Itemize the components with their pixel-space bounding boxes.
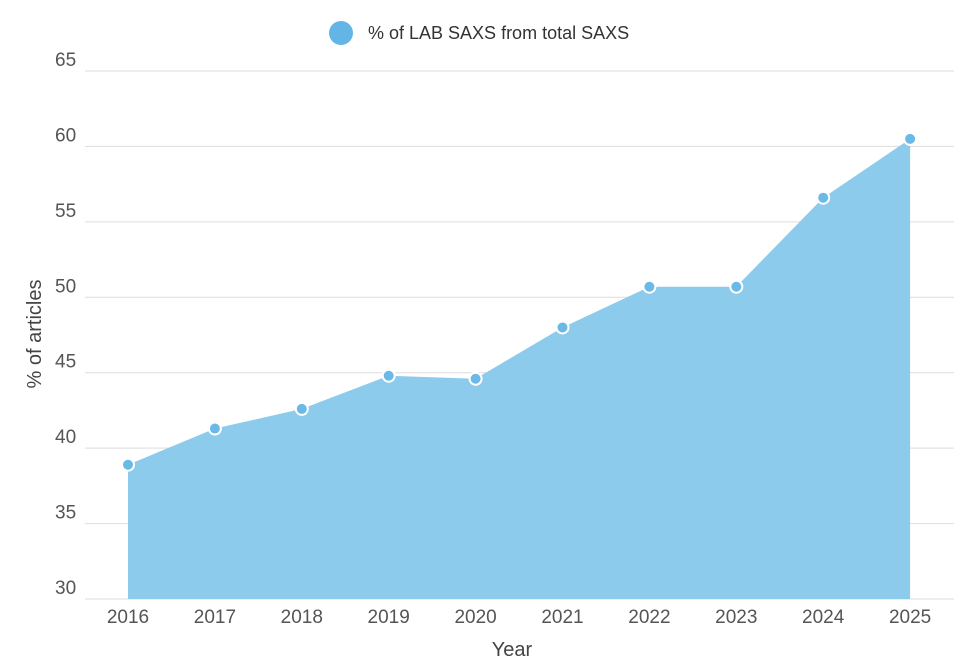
data-point [121, 457, 135, 472]
data-point [729, 279, 744, 294]
y-tick-label: 50 [55, 276, 76, 297]
legend-label: % of LAB SAXS from total SAXS [368, 23, 629, 43]
data-point [816, 190, 831, 205]
area-series [128, 138, 911, 599]
y-axis-ticks: 30 35 40 45 50 55 60 65 [55, 50, 76, 599]
x-tick-label: 2020 [454, 607, 496, 628]
x-tick-label: 2025 [889, 607, 931, 628]
y-axis-title: % of articles [24, 280, 46, 389]
x-tick-label: 2023 [715, 607, 757, 628]
x-tick-label: 2022 [628, 607, 670, 628]
data-point [207, 421, 222, 436]
y-tick-label: 35 [55, 503, 76, 524]
x-tick-label: 2016 [107, 607, 149, 628]
x-axis-title: Year [492, 639, 533, 661]
x-tick-label: 2018 [281, 607, 323, 628]
data-point [381, 368, 396, 383]
data-point [642, 279, 657, 294]
y-tick-label: 65 [55, 50, 76, 71]
data-points [121, 131, 918, 472]
legend: % of LAB SAXS from total SAXS [329, 21, 629, 45]
y-tick-label: 30 [55, 578, 76, 599]
area-fill [128, 138, 911, 599]
data-point [468, 371, 483, 386]
x-tick-label: 2021 [541, 607, 583, 628]
x-tick-label: 2017 [194, 607, 236, 628]
data-point [294, 401, 309, 416]
y-tick-label: 45 [55, 352, 76, 373]
x-tick-label: 2019 [368, 607, 410, 628]
data-point [903, 131, 918, 146]
x-tick-label: 2024 [802, 607, 845, 628]
legend-marker [329, 21, 353, 45]
y-tick-label: 40 [55, 427, 76, 448]
x-axis-ticks: 2016 2017 2018 2019 2020 2021 2022 2023 2024 2025 [107, 607, 931, 628]
data-point [555, 320, 570, 335]
y-tick-label: 60 [55, 125, 76, 146]
y-tick-label: 55 [55, 201, 76, 222]
